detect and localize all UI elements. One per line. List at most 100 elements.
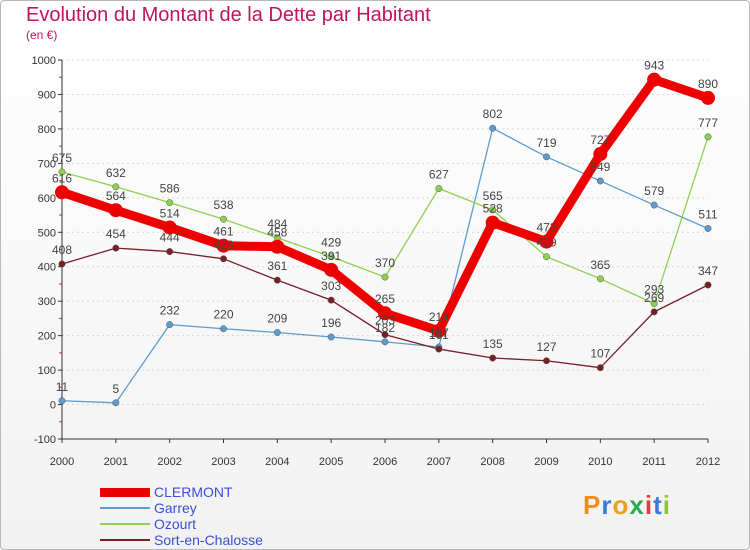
data-label: 458 [267, 226, 287, 240]
data-label: 182 [375, 321, 395, 335]
data-point [596, 177, 604, 185]
data-label: 391 [321, 249, 341, 263]
data-label: 429 [321, 236, 341, 250]
data-label: 303 [321, 279, 341, 293]
data-point [220, 325, 227, 333]
data-point [647, 72, 662, 87]
legend-item: Ozourt [100, 516, 263, 532]
data-point [704, 281, 712, 289]
data-point [220, 255, 227, 263]
data-label: 444 [160, 231, 180, 245]
data-label: 564 [106, 189, 126, 203]
data-point [324, 262, 339, 277]
data-label: 461 [213, 225, 233, 239]
data-label: 586 [160, 182, 180, 196]
legend-item: CLERMONT [100, 484, 263, 500]
data-point [650, 201, 658, 209]
data-label: 627 [429, 168, 449, 182]
data-label: 11 [56, 380, 69, 394]
y-tick-label: 600 [38, 193, 56, 205]
data-label: 269 [644, 291, 664, 305]
data-label: 220 [213, 308, 233, 322]
legend-swatch [100, 523, 150, 525]
data-point [273, 276, 281, 284]
data-point [381, 338, 389, 346]
legend-label: Sort-en-Chalosse [154, 532, 263, 548]
y-tick-label: 0 [50, 400, 56, 412]
y-tick-label: 800 [38, 124, 56, 136]
legend-label: Ozourt [154, 516, 197, 532]
data-point [166, 321, 174, 329]
data-point [650, 300, 658, 308]
data-label: 127 [536, 340, 556, 354]
data-point [327, 333, 335, 341]
data-label: 632 [106, 166, 126, 180]
data-label: 473 [536, 221, 556, 235]
x-tick-label: 2009 [534, 456, 558, 468]
data-label: 361 [267, 259, 287, 273]
data-point [596, 275, 604, 283]
data-point [220, 215, 227, 223]
data-point [485, 215, 500, 230]
data-point [539, 234, 554, 249]
data-label: 365 [590, 258, 610, 272]
data-label: 167 [429, 326, 449, 340]
data-point [381, 273, 389, 281]
data-label: 5 [112, 382, 119, 396]
data-label: 203 [375, 314, 395, 328]
data-point [593, 147, 608, 162]
x-tick-label: 2008 [480, 456, 504, 468]
data-point [650, 308, 658, 316]
x-tick-label: 2011 [642, 456, 666, 468]
y-tick-label: 500 [38, 227, 56, 239]
data-point [162, 220, 177, 235]
data-point [112, 183, 120, 191]
data-label: 511 [698, 207, 717, 221]
y-tick-label: 100 [38, 365, 56, 377]
data-point [273, 329, 281, 336]
legend-swatch [100, 487, 150, 497]
data-label: 107 [590, 347, 610, 361]
x-tick-label: 2012 [696, 456, 720, 468]
data-label: 675 [52, 151, 72, 165]
data-label: 161 [429, 328, 449, 342]
data-label: 423 [213, 238, 233, 252]
x-tick-label: 2003 [211, 456, 235, 468]
y-tick-label: 900 [38, 89, 56, 101]
data-point [58, 260, 66, 268]
data-label: 890 [698, 77, 718, 91]
data-label: 727 [590, 133, 610, 147]
legend: CLERMONT Garrey Ozourt Sort-en-Chalosse [100, 484, 263, 548]
legend-item: Garrey [100, 500, 263, 516]
data-label: 565 [483, 189, 503, 203]
x-tick-label: 2005 [319, 456, 343, 468]
data-label: 214 [429, 310, 449, 324]
x-tick-label: 2007 [427, 456, 451, 468]
data-point [166, 248, 174, 256]
data-point [112, 244, 120, 252]
data-point [704, 225, 712, 232]
data-label: 484 [267, 217, 287, 231]
data-label: 293 [644, 283, 664, 297]
data-label: 616 [52, 171, 72, 185]
chart-subtitle: (en €) [26, 28, 58, 42]
data-point [270, 239, 285, 254]
y-tick-label: 700 [38, 158, 56, 170]
x-tick-label: 2010 [588, 456, 612, 468]
data-point [108, 203, 123, 218]
proxiti-logo: Proxiti [583, 490, 671, 520]
x-tick-label: 2006 [373, 456, 397, 468]
data-label: 649 [590, 160, 610, 174]
legend-label: Garrey [154, 500, 197, 516]
y-tick-label: 1000 [32, 55, 56, 67]
chart-title: Evolution du Montant de la Dette par Hab… [26, 4, 431, 26]
data-label: 408 [52, 243, 72, 257]
data-label: 777 [698, 116, 718, 130]
data-label: 454 [106, 227, 126, 241]
data-point [596, 364, 604, 372]
data-point [435, 185, 443, 192]
y-tick-label: 300 [38, 296, 56, 308]
data-point [327, 296, 335, 304]
